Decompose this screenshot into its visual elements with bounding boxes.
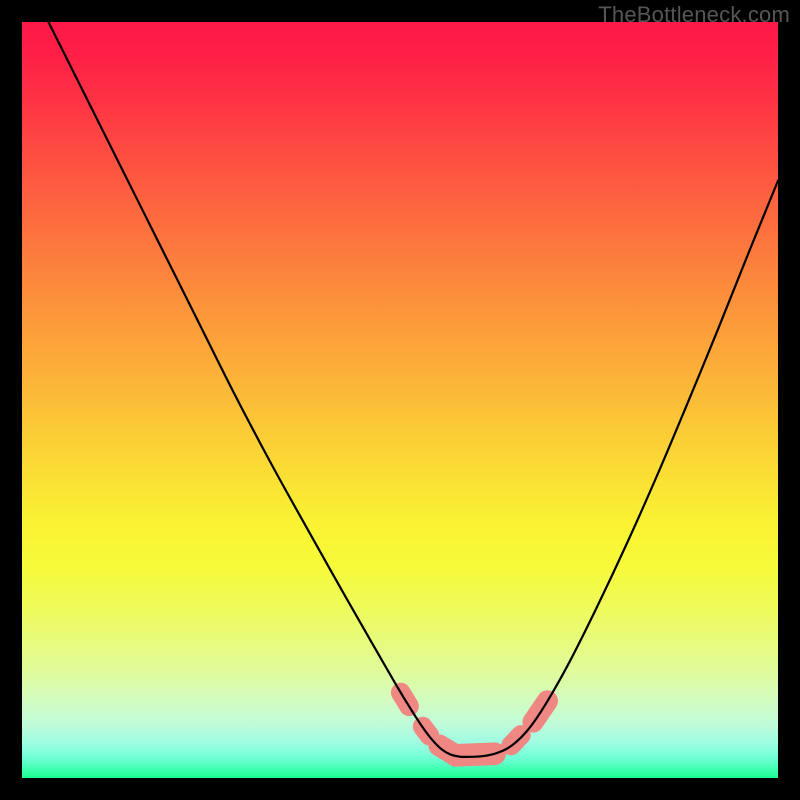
bottleneck-chart: TheBottleneck.com [0,0,800,800]
chart-svg [0,0,800,800]
plot-background [22,22,778,778]
